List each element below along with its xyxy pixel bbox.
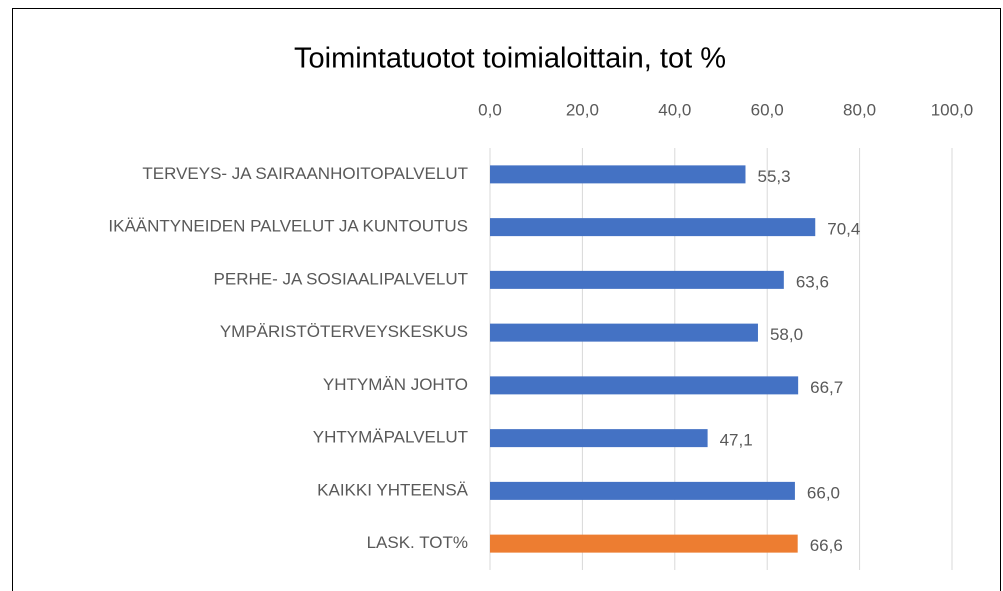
bar (490, 165, 746, 184)
bar (490, 323, 758, 342)
data-label: 63,6 (796, 272, 829, 291)
bar (490, 376, 799, 395)
y-tick-label: KAIKKI YHTEENSÄ (317, 480, 469, 499)
data-label: 47,1 (720, 431, 753, 450)
data-label: 66,0 (807, 483, 840, 502)
bar (490, 218, 816, 237)
data-label: 70,4 (827, 220, 860, 239)
chart-title: Toimintatuotot toimialoittain, tot % (294, 43, 726, 75)
y-tick-label: IKÄÄNTYNEIDEN PALVELUT JA KUNTOUTUS (108, 217, 468, 236)
y-tick-label: LASK. TOT% (367, 533, 468, 552)
x-tick-label: 0,0 (478, 100, 502, 119)
x-tick-label: 80,0 (843, 100, 876, 119)
data-label: 55,3 (757, 167, 790, 186)
y-tick-label: YMPÄRISTÖTERVEYSKESKUS (220, 322, 468, 341)
x-tick-label: 100,0 (931, 100, 974, 119)
y-tick-label: YHTYMÄPALVELUT (313, 428, 468, 447)
data-label: 66,6 (810, 536, 843, 555)
data-label: 58,0 (770, 325, 803, 344)
y-tick-label: TERVEYS- JA SAIRAANHOITOPALVELUT (142, 164, 468, 183)
x-tick-label: 60,0 (751, 100, 784, 119)
bar (490, 534, 798, 553)
y-tick-label: PERHE- JA SOSIAALIPALVELUT (214, 269, 468, 288)
bar (490, 270, 784, 289)
x-tick-label: 40,0 (658, 100, 691, 119)
chart-frame (12, 8, 1001, 591)
bar (490, 481, 795, 500)
x-tick-label: 20,0 (566, 100, 599, 119)
bar (490, 429, 708, 448)
data-label: 66,7 (810, 378, 843, 397)
y-tick-label: YHTYMÄN JOHTO (323, 375, 468, 394)
